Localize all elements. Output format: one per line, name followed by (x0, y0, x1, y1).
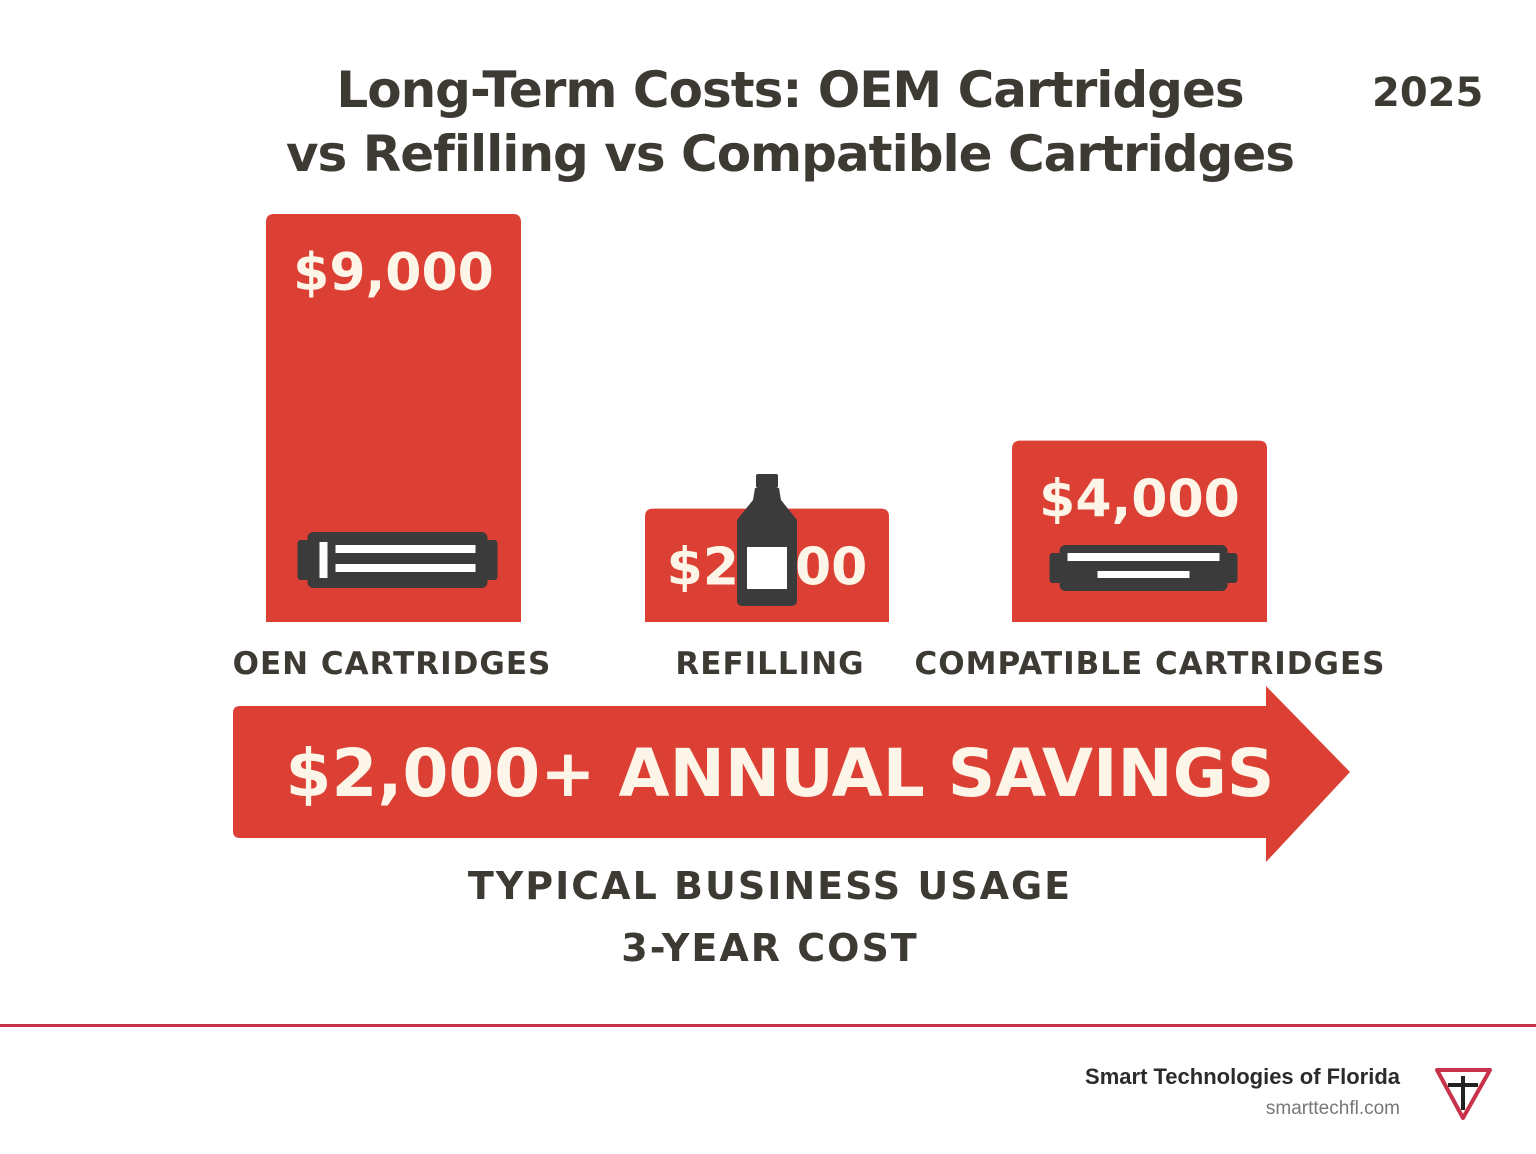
ink-bottle-icon (737, 474, 797, 606)
title-line-1: Long-Term Costs: OEM Cartridges (336, 61, 1244, 119)
toner-cartridge-icon (297, 532, 498, 588)
savings-text: $2,000+ ANNUAL SAVINGS (286, 735, 1275, 812)
usage-label: TYPICAL BUSINESS USAGE (467, 864, 1073, 908)
bar-value-label: $9,000 (293, 243, 494, 303)
bar-group: $2,500REFILLING (645, 474, 889, 682)
bar (1012, 440, 1267, 622)
category-label: REFILLING (675, 646, 864, 682)
company-website[interactable]: smarttechfl.com (1265, 1098, 1400, 1119)
title-line-2: vs Refilling vs Compatible Cartridges (285, 125, 1295, 183)
company-name: Smart Technologies of Florida (1085, 1064, 1400, 1089)
bar (266, 214, 521, 622)
savings-arrow-shape (233, 686, 1350, 862)
footer-divider (0, 1024, 1536, 1027)
category-label: OEN CARTRIDGES (233, 646, 552, 682)
toner-cartridge-icon (1049, 545, 1238, 591)
year-label: 2025 (1372, 70, 1484, 116)
chart-title: Long-Term Costs: OEM Cartridges vs Refil… (240, 58, 1340, 186)
company-logo-icon (1435, 1068, 1492, 1120)
bar-group: $9,000 OEN CARTRIDGES (233, 214, 552, 682)
bar-group: $4,000 COMPATIBLE CARTRIDGES (915, 440, 1386, 682)
bar-value-label: $4,000 (1039, 470, 1240, 530)
period-label: 3-YEAR COST (621, 926, 919, 970)
category-label: COMPATIBLE CARTRIDGES (915, 646, 1386, 682)
savings-arrow: $2,000+ ANNUAL SAVINGS (233, 686, 1350, 862)
